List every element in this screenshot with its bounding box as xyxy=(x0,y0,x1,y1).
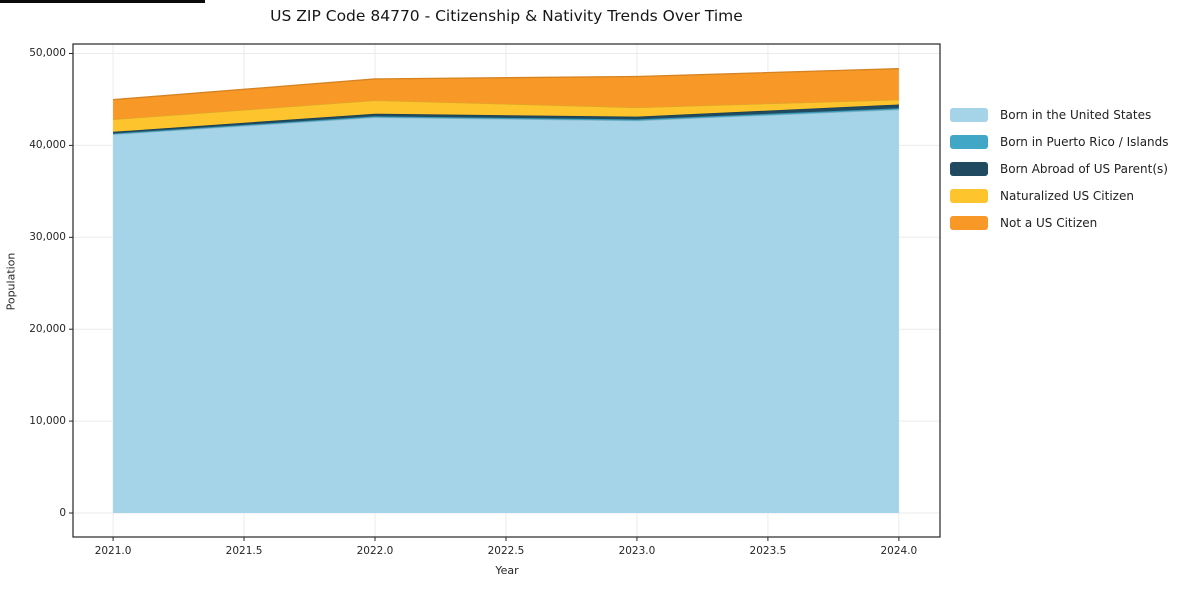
x-tick-label: 2022.5 xyxy=(487,545,525,557)
y-axis-label: Population xyxy=(4,252,18,311)
legend-label: Born in Puerto Rico / Islands xyxy=(1000,134,1169,149)
area-edge xyxy=(113,68,899,101)
x-tick-label: 2023.5 xyxy=(749,545,787,557)
x-tick-label: 2021.5 xyxy=(225,545,263,557)
legend-swatch xyxy=(950,215,988,230)
legend-label: Born in the United States xyxy=(1000,107,1152,122)
screen-edge-artifact xyxy=(0,0,205,3)
plot-border xyxy=(72,43,941,538)
legend-swatch xyxy=(950,134,988,149)
y-tick-label: 20,000 xyxy=(29,322,66,335)
x-tick-label: 2024.0 xyxy=(880,545,918,557)
legend-swatch xyxy=(950,107,988,122)
area-not-a-us-citizen xyxy=(113,68,899,120)
y-tick-label: 10,000 xyxy=(29,414,66,427)
legend-swatch xyxy=(950,188,988,203)
y-tick-label: 40,000 xyxy=(29,138,66,151)
legend-item: Not a US Citizen xyxy=(950,209,1169,236)
x-tick-label: 2023.0 xyxy=(618,545,656,557)
y-tick-label: 30,000 xyxy=(29,230,66,243)
legend-item: Born in the United States xyxy=(950,101,1169,128)
x-tick-label: 2022.0 xyxy=(356,545,394,557)
y-tick-label: 0 xyxy=(59,506,66,519)
legend-item: Born in Puerto Rico / Islands xyxy=(950,128,1169,155)
legend-item: Naturalized US Citizen xyxy=(950,182,1169,209)
x-tick-label: 2021.0 xyxy=(94,545,132,557)
legend-label: Not a US Citizen xyxy=(1000,215,1098,230)
chart-title: US ZIP Code 84770 - Citizenship & Nativi… xyxy=(270,7,743,25)
area-naturalized-us-citizen xyxy=(113,99,899,132)
y-tick-label: 50,000 xyxy=(29,47,66,59)
legend-label: Born Abroad of US Parent(s) xyxy=(1000,161,1168,176)
legend-label: Naturalized US Citizen xyxy=(1000,188,1134,203)
legend-swatch xyxy=(950,161,988,176)
legend-item: Born Abroad of US Parent(s) xyxy=(950,155,1169,182)
area-born-in-the-united-states xyxy=(113,109,899,514)
x-axis-label: Year xyxy=(495,564,519,577)
legend: Born in the United States Born in Puerto… xyxy=(950,101,1169,236)
